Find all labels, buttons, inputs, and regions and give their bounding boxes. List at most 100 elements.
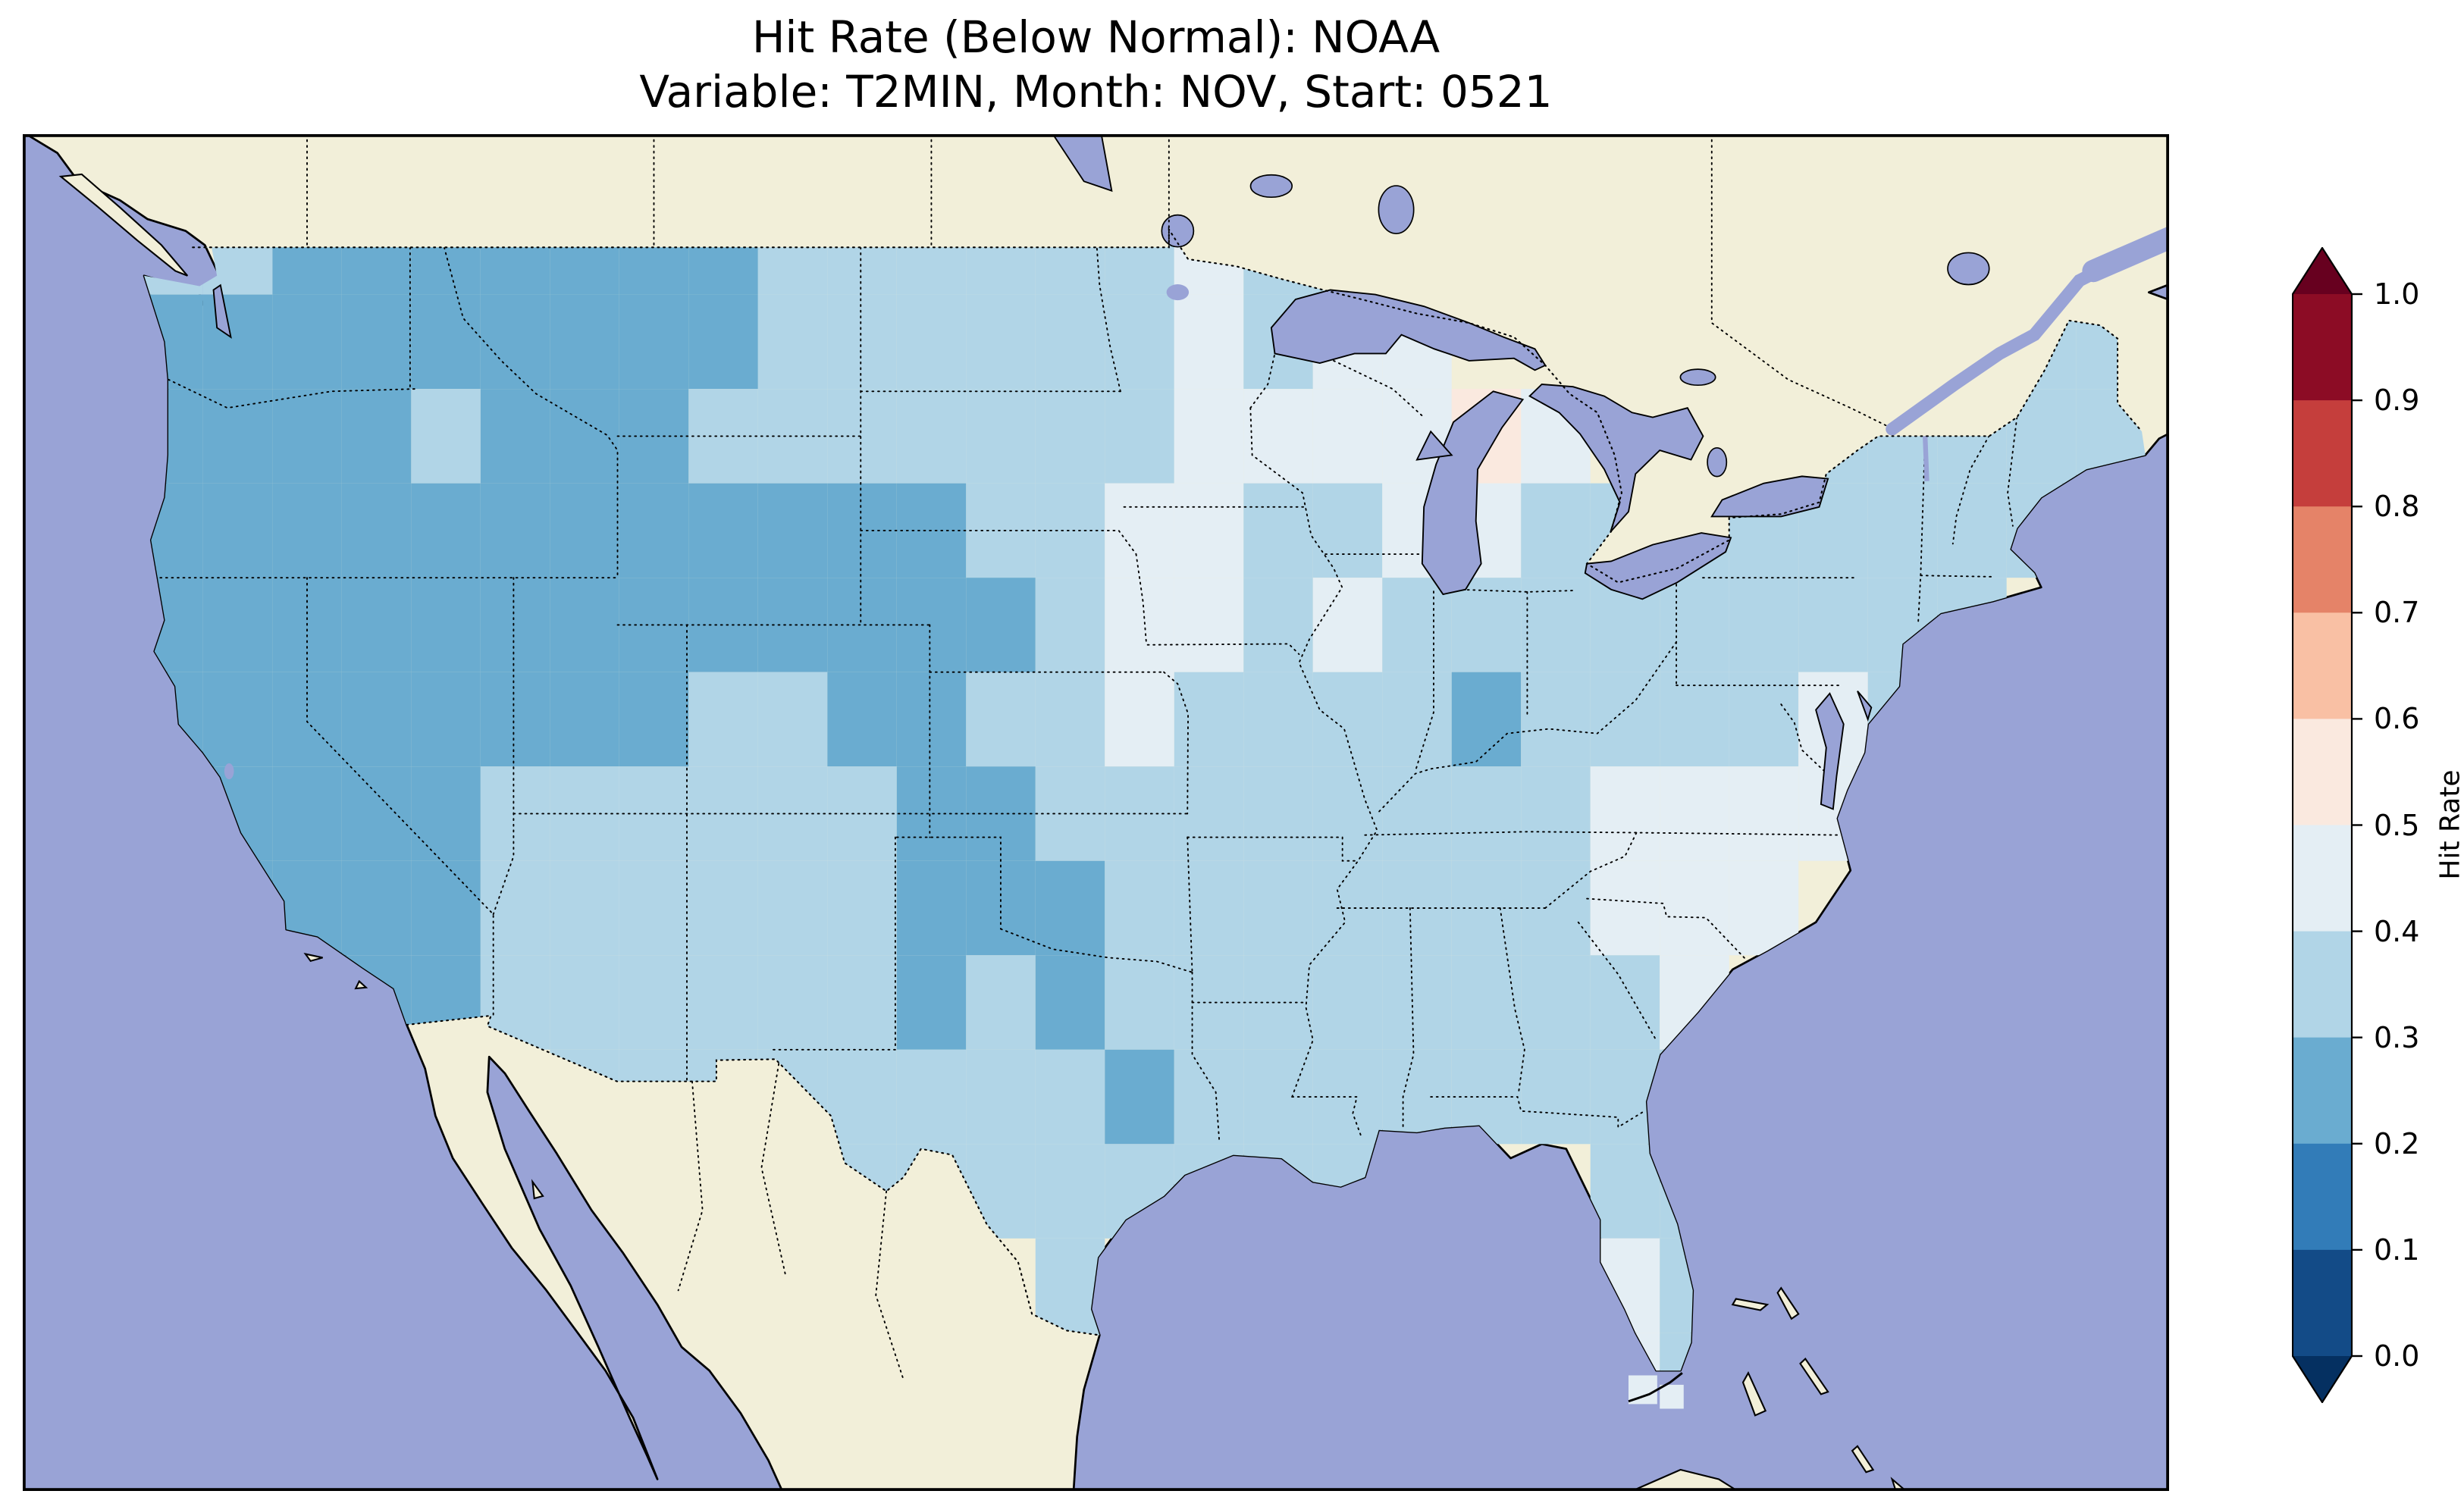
- grid-cell: [1382, 578, 1452, 672]
- grid-cell: [1035, 389, 1105, 484]
- grid-cell: [1382, 766, 1452, 861]
- lake-erie: [1584, 532, 1732, 600]
- grid-cell: [1521, 766, 1591, 861]
- grid-cell: [827, 766, 897, 861]
- grid-cell: [1035, 1144, 1105, 1239]
- grid-cell: [1660, 672, 1729, 767]
- lake-simcoe: [1707, 446, 1728, 478]
- grid-cell: [1312, 483, 1383, 578]
- grid-cell: [1590, 1144, 1660, 1239]
- grid-cell: [966, 955, 1036, 1050]
- bahamas-island: [1731, 1298, 1770, 1311]
- grid-cell: [966, 578, 1036, 672]
- lake-champlain: [1923, 436, 1930, 481]
- state-border-line: [1135, 553, 1148, 646]
- channel-island: [303, 952, 323, 963]
- colorbar: [2292, 247, 2368, 1403]
- grid-cell: [1312, 672, 1383, 767]
- grid-cell: [1521, 672, 1591, 767]
- grid-cell: [1105, 483, 1174, 578]
- st-lawrence-estuary: [2082, 225, 2169, 283]
- state-border-line: [1333, 359, 1425, 418]
- colorbar-segment: [2293, 719, 2352, 826]
- grid-cell: [1174, 672, 1244, 767]
- grid-cell: [896, 294, 967, 390]
- grid-cell: [1035, 860, 1105, 956]
- colorbar-segment: [2293, 1143, 2352, 1251]
- grid-cell: [896, 860, 967, 956]
- colorbar-segment: [2293, 1249, 2352, 1357]
- grid-cell: [341, 860, 412, 956]
- state-border-line: [168, 378, 415, 409]
- grid-cell: [272, 389, 342, 484]
- colorbar-segment: [2293, 931, 2352, 1038]
- map-panel: [23, 134, 2169, 1491]
- grid-cell: [411, 294, 481, 390]
- grid-cell: [1590, 672, 1660, 767]
- grid-cell: [550, 672, 619, 767]
- grid-cell: [757, 389, 828, 484]
- grid-cell: [1798, 578, 1868, 672]
- grid-cell: [1590, 860, 1660, 956]
- grid-cell: [550, 294, 619, 390]
- colorbar-svg: [2292, 247, 2362, 1403]
- grid-cell: [411, 483, 481, 578]
- grid-cell: [619, 955, 689, 1050]
- mexico-state-border: [875, 1190, 904, 1381]
- colorbar-segment: [2293, 400, 2352, 507]
- grid-cell: [1174, 1049, 1244, 1145]
- grid-cell: [1243, 389, 1313, 484]
- grid-cell: [896, 766, 967, 861]
- grid-cell: [688, 860, 758, 956]
- grid-cell: [688, 955, 758, 1050]
- red-lake: [1166, 284, 1190, 301]
- lake-huron: [1528, 384, 1704, 533]
- grid-cell: [688, 294, 758, 390]
- grid-cell: [1382, 1049, 1452, 1145]
- grid-cell: [827, 578, 897, 672]
- state-border-line: [999, 928, 1193, 973]
- grid-cell: [480, 578, 550, 672]
- colorbar-tick-label: 0.7: [2374, 596, 2420, 630]
- grid-cell: [896, 1049, 967, 1145]
- grid-cell: [827, 1049, 897, 1145]
- grid-cell: [1243, 860, 1313, 956]
- grid-cell: [896, 389, 967, 484]
- colorbar-segment: [2293, 1037, 2352, 1145]
- grid-cell: [1105, 1049, 1174, 1145]
- state-border-line: [1414, 590, 1434, 772]
- lac-saint-jean: [1947, 252, 1990, 286]
- grid-cell: [1243, 766, 1313, 861]
- grid-cell: [550, 955, 619, 1050]
- grid-cell: [1451, 766, 1522, 861]
- grid-cell: [827, 955, 897, 1050]
- bahamas-island: [1890, 1477, 1908, 1491]
- grid-cell: [1660, 578, 1729, 672]
- bahamas-island: [1776, 1286, 1800, 1320]
- grid-cell: [1035, 578, 1105, 672]
- grid-cell: [1312, 578, 1383, 672]
- grid-cell: [1035, 294, 1105, 390]
- grid-cell: [1105, 955, 1174, 1050]
- bahamas-island: [1799, 1358, 1829, 1395]
- grid-cell: [411, 766, 481, 861]
- colorbar-extend-min: [2293, 1356, 2352, 1402]
- grid-cell: [1729, 766, 1799, 861]
- state-border-line: [1920, 575, 1995, 578]
- grid-cell: [966, 294, 1036, 390]
- grid-cell: [827, 389, 897, 484]
- colorbar-label: Hit Rate: [2434, 769, 2464, 880]
- grid-cell: [1312, 955, 1383, 1050]
- grid-cell: [550, 860, 619, 956]
- green-bay: [1415, 430, 1453, 461]
- grid-cell: [1451, 578, 1522, 672]
- state-border-line: [770, 836, 896, 1051]
- state-border-line: [1544, 832, 1638, 909]
- state-border-line: [1376, 641, 1678, 815]
- bahamas: [1731, 1286, 1908, 1491]
- grid-cell: [1660, 766, 1729, 861]
- colorbar-tick-label: 0.8: [2374, 490, 2420, 524]
- us-heatmap-cells: [144, 229, 2146, 1371]
- grid-cell: [1382, 955, 1452, 1050]
- grid-cell: [1312, 389, 1383, 484]
